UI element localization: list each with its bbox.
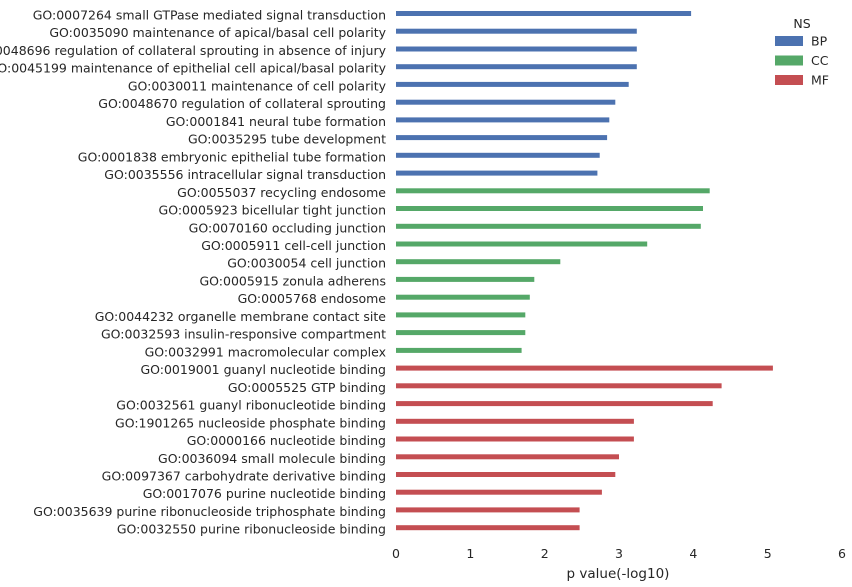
bar-cc [396,276,535,282]
bar-bp [396,81,629,87]
category-label: GO:0005525 GTP binding [228,380,386,395]
x-tick-label: 3 [615,546,623,561]
legend-label-mf: MF [811,73,829,88]
category-label: GO:1901265 nucleoside phosphate binding [115,415,386,430]
category-label: GO:0001838 embryonic epithelial tube for… [78,149,386,164]
category-label: GO:0048670 regulation of collateral spro… [98,96,386,111]
category-label: GO:0017076 purine nucleotide binding [143,486,386,501]
category-label: GO:0001841 neural tube formation [166,114,386,129]
bar-cc [396,241,648,247]
category-label: GO:0030011 maintenance of cell polarity [128,78,387,93]
bar-bp [396,11,692,16]
legend-swatch-cc [775,55,803,66]
category-label: GO:0044232 organelle membrane contact si… [95,309,387,324]
bar-bp [396,117,610,123]
x-tick-label: 4 [689,546,697,561]
category-label: GO:0035639 purine ribonucleoside triphos… [33,504,386,519]
category-label: GO:0005911 cell-cell junction [201,238,386,253]
x-tick-label: 6 [838,546,846,561]
bar-bp [396,135,608,141]
category-label: GO:0005923 bicellular tight junction [159,203,386,218]
category-label: GO:0032991 macromolecular complex [145,344,386,359]
x-tick-label: 1 [466,546,474,561]
category-label: GO:0035556 intracellular signal transduc… [104,167,386,182]
bar-mf [396,383,722,389]
category-label: GO:0097367 carbohydrate derivative bindi… [102,469,386,484]
bar-mf [396,401,713,407]
category-label: GO:0045199 maintenance of epithelial cel… [0,61,387,76]
bars-group [396,11,773,531]
x-axis-ticks: 0 1 2 3 4 5 6 [392,546,846,561]
category-label: GO:0036094 small molecule binding [158,451,386,466]
bar-cc [396,206,703,211]
category-label: GO:0030054 cell junction [227,256,386,271]
x-axis-title: p value(-log10) [567,566,670,582]
legend-items: BP CC MF [775,34,829,88]
bar-bp [396,170,598,176]
x-tick-label: 5 [764,546,772,561]
bar-cc [396,223,701,229]
bar-cc [396,312,526,318]
legend-title: NS [793,16,810,31]
category-label: GO:0032550 purine ribonucleoside binding [117,522,386,537]
bar-mf [396,525,580,531]
x-tick-label: 0 [392,546,400,561]
bar-mf [396,454,619,460]
bar-mf [396,507,580,513]
bar-mf [396,436,634,442]
bar-cc [396,347,522,353]
category-label: GO:0000166 nucleotide binding [187,433,386,448]
category-label: GO:0007264 small GTPase mediated signal … [33,8,386,23]
bar-bp [396,28,637,34]
category-label: GO:0005768 endosome [238,291,387,306]
category-label: GO:0048696 regulation of collateral spro… [0,43,387,58]
category-label: GO:0035295 tube development [188,132,386,147]
category-label: GO:0005915 zonula adherens [199,273,386,288]
bar-cc [396,188,710,194]
legend-swatch-bp [775,36,803,46]
bar-mf [396,472,616,477]
bar-bp [396,64,637,70]
x-tick-label: 2 [541,546,549,561]
category-labels: GO:0007264 small GTPase mediated signal … [0,8,387,537]
legend-swatch-mf [775,75,803,85]
category-label: GO:0019001 guanyl nucleotide binding [140,362,386,377]
bar-cc [396,330,526,336]
bar-mf [396,365,773,371]
category-label: GO:0032593 insulin-responsive compartmen… [101,327,386,342]
bar-bp [396,46,637,52]
category-label: GO:0055037 recycling endosome [177,185,386,200]
bar-bp [396,152,600,158]
bar-cc [396,294,530,300]
legend-label-bp: BP [811,34,828,49]
bar-mf [396,489,602,495]
bar-cc [396,259,561,265]
bar-bp [396,99,616,105]
category-label: GO:0035090 maintenance of apical/basal c… [49,25,386,40]
bar-mf [396,418,634,424]
legend-label-cc: CC [811,53,829,68]
category-label: GO:0032561 guanyl ribonucleotide binding [116,398,386,413]
legend: NS BP CC MF [775,16,829,88]
category-label: GO:0070160 occluding junction [189,220,386,235]
